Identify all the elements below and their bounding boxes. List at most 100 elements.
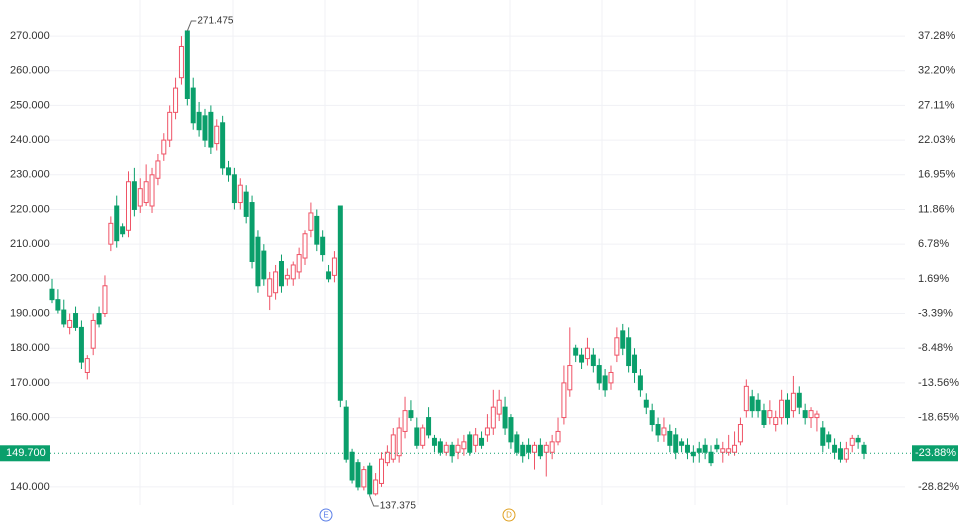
candle-body	[190, 87, 196, 124]
candle-body	[767, 410, 773, 419]
candle-body	[508, 417, 514, 443]
y2-tick-label: 6.78%	[918, 238, 949, 250]
candle-body	[78, 326, 84, 363]
y-tick-label: 160.000	[10, 411, 50, 423]
candle-body	[108, 222, 114, 245]
candle-body	[808, 410, 814, 419]
candle-body	[355, 462, 361, 488]
candle-body	[779, 399, 785, 419]
candle-body	[479, 437, 485, 446]
candle-body	[290, 264, 296, 280]
candle-body	[837, 448, 843, 460]
y-tick-label: 200.000	[10, 273, 50, 285]
candle-body	[855, 437, 861, 443]
candle-body	[284, 274, 290, 280]
candle-body	[302, 233, 308, 259]
candle-body	[467, 434, 473, 453]
candle-body	[155, 160, 161, 179]
y-tick-label: 230.000	[10, 169, 50, 181]
candle-body	[349, 451, 355, 481]
y2-tick-label: 27.11%	[918, 99, 955, 111]
candle-body	[208, 111, 214, 148]
high-annotation: 271.475	[197, 16, 234, 27]
candle-body	[561, 382, 567, 419]
candle-body	[567, 365, 573, 391]
low-leader	[369, 495, 379, 507]
candle-body	[255, 236, 261, 287]
y2-tick-label: 32.20%	[918, 65, 956, 77]
candle-body	[726, 448, 732, 453]
candle-body	[55, 299, 61, 311]
candle-body	[61, 309, 67, 325]
candle-body	[743, 385, 749, 412]
y-tick-label: 210.000	[10, 238, 50, 250]
candle-body	[308, 212, 314, 231]
last-change-label: -23.88%	[915, 447, 956, 459]
candle-body	[90, 319, 96, 349]
y2-tick-label: 1.69%	[918, 273, 949, 285]
candle-body	[220, 122, 226, 169]
candle-body	[790, 392, 796, 412]
candle-body	[673, 434, 679, 453]
candle-body	[361, 469, 367, 488]
y-tick-label: 180.000	[10, 342, 50, 354]
candle-body	[149, 174, 155, 207]
candle-body	[555, 430, 561, 443]
candle-body	[131, 181, 137, 210]
candle-body	[667, 430, 673, 446]
candle-body	[484, 427, 490, 436]
candle-body	[373, 479, 379, 495]
candle-body	[67, 319, 73, 328]
candle-body	[496, 399, 502, 415]
candle-body	[243, 191, 249, 217]
candle-body	[137, 188, 143, 207]
candle-body	[514, 434, 520, 453]
candle-body	[814, 413, 820, 419]
candle-body	[632, 354, 638, 373]
candle-body	[802, 410, 808, 419]
y-tick-label: 270.000	[10, 30, 50, 42]
candle-body	[602, 375, 608, 391]
candle-body	[420, 427, 426, 446]
candle-body	[408, 410, 414, 419]
candle-body	[537, 444, 543, 457]
candle-body	[573, 347, 579, 356]
y-tick-label: 250.000	[10, 99, 50, 111]
candle-body	[161, 139, 167, 155]
candle-body	[437, 441, 443, 453]
candle-body	[449, 444, 455, 457]
candle-body	[402, 410, 408, 432]
candle-body	[661, 427, 667, 436]
candle-body	[720, 448, 726, 453]
y2-tick-label: -3.39%	[918, 307, 953, 319]
candle-body	[737, 424, 743, 443]
candle-body	[708, 451, 714, 464]
candle-body	[120, 226, 126, 235]
y-tick-label: 220.000	[10, 203, 50, 215]
y2-tick-label: -8.48%	[918, 342, 953, 354]
candle-body	[143, 181, 149, 204]
candle-body	[296, 254, 302, 273]
y2-tick-label: 16.95%	[918, 169, 956, 181]
candle-body	[102, 285, 108, 315]
candle-body	[637, 375, 643, 391]
y2-tick-label: -13.56%	[918, 377, 959, 389]
candle-body	[196, 111, 202, 131]
candle-body	[526, 444, 532, 453]
candle-body	[202, 115, 208, 141]
y2-tick-label: 22.03%	[918, 134, 956, 146]
candle-body	[249, 202, 255, 262]
candle-body	[614, 337, 620, 356]
candle-body	[314, 215, 320, 245]
candle-body	[84, 358, 90, 373]
candle-body	[490, 406, 496, 429]
candle-body	[226, 167, 232, 176]
candle-body	[231, 174, 237, 204]
y-tick-label: 240.000	[10, 134, 50, 146]
candle-body	[96, 313, 102, 325]
candle-body	[732, 444, 738, 453]
y2-tick-label: 11.86%	[918, 203, 955, 215]
y-tick-label: 140.000	[10, 481, 50, 493]
y-tick-label: 190.000	[10, 307, 50, 319]
